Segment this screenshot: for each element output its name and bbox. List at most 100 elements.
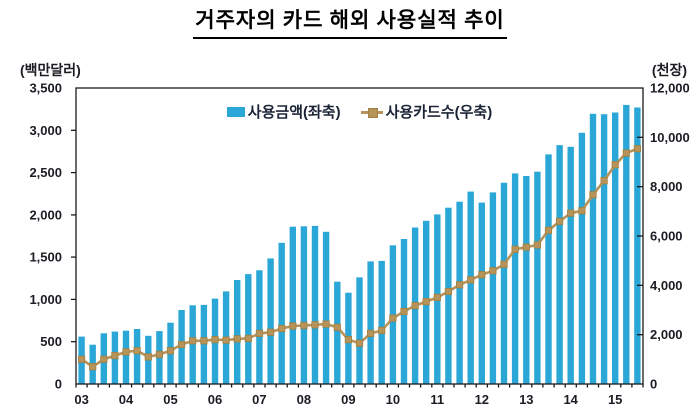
cards-marker-05Q4 (200, 337, 208, 345)
x-axis-year-label: 14 (563, 392, 578, 407)
cards-marker-05Q2 (177, 340, 186, 349)
cards-marker-13Q4 (556, 217, 564, 225)
cards-marker-13Q2 (533, 241, 542, 249)
cards-marker-14Q1 (567, 209, 575, 217)
x-axis-year-label: 13 (519, 392, 533, 407)
cards-marker-10Q4 (422, 297, 430, 306)
bar-04Q1 (122, 330, 130, 384)
chart-legend: 사용금액(좌축) 사용카드수(우축) (76, 101, 643, 122)
right-axis-label: 6,000 (650, 229, 683, 244)
bar-14Q1 (567, 146, 574, 384)
cards-marker-13Q3 (544, 226, 553, 234)
cards-marker-05Q3 (189, 337, 197, 345)
right-axis-label: 4,000 (650, 278, 683, 293)
right-axis-label: 10,000 (650, 130, 690, 145)
cards-marker-12Q1 (478, 271, 486, 279)
right-axis-label: 0 (650, 377, 657, 392)
cards-marker-05Q1 (166, 347, 175, 355)
cards-marker-09Q4 (378, 326, 386, 335)
chart-title-row: 거주자의 카드 해외 사용실적 추이 (0, 4, 700, 39)
right-axis-label: 2,000 (650, 327, 683, 342)
bar-15Q3 (634, 107, 641, 384)
right-axis-label: 8,000 (650, 179, 683, 194)
cards-marker-12Q2 (489, 267, 497, 275)
cards-marker-11Q3 (455, 281, 464, 289)
bar-13Q1 (523, 176, 530, 384)
axes-group (71, 87, 644, 388)
bar-11Q4 (467, 191, 474, 384)
cards-marker-04Q1 (122, 348, 130, 356)
cards-marker-06Q3 (233, 335, 241, 343)
left-axis-label: 500 (40, 334, 62, 349)
bar-06Q4 (245, 274, 252, 384)
bar-06Q3 (234, 280, 241, 384)
cards-marker-15Q1 (611, 161, 619, 169)
left-axis-unit-label: (백만달러) (20, 62, 81, 78)
left-axis-label: 3,500 (29, 81, 62, 96)
left-axis-label: 3,000 (29, 123, 62, 138)
legend-item-amount: 사용금액(좌축) (226, 101, 341, 122)
x-axis-year-label: 09 (341, 392, 355, 407)
right-axis-unit-label: (천장) (651, 62, 687, 78)
left-axis-label: 2,000 (29, 207, 62, 222)
bar-13Q3 (545, 154, 552, 384)
cards-marker-04Q2 (133, 347, 141, 355)
cards-marker-12Q3 (500, 260, 508, 269)
x-axis-year-label: 08 (297, 392, 311, 407)
cards-marker-14Q2 (578, 207, 586, 215)
cards-marker-03Q4 (111, 351, 119, 360)
cards-marker-15Q2 (622, 149, 630, 157)
x-axis-year-label: 03 (74, 392, 88, 407)
right-axis-label: 12,000 (650, 81, 690, 96)
bar-13Q2 (534, 171, 541, 384)
bar-15Q2 (623, 104, 630, 385)
cards-marker-09Q1 (344, 335, 353, 344)
line-series-swatch-icon (360, 107, 383, 118)
cards-marker-03Q2 (89, 363, 97, 371)
page-title: 거주자의 카드 해외 사용실적 추이 (193, 4, 507, 39)
cards-marker-10Q3 (411, 301, 419, 310)
x-axis-year-label: 05 (163, 392, 177, 407)
bar-07Q2 (267, 258, 274, 384)
cards-marker-07Q3 (278, 324, 286, 333)
cards-marker-11Q1 (433, 293, 441, 302)
legend-amount-label: 사용금액(좌축) (247, 104, 341, 121)
cards-marker-13Q1 (522, 243, 530, 251)
line-series-group (78, 145, 642, 371)
cards-marker-07Q2 (266, 328, 275, 336)
cards-marker-09Q3 (366, 329, 375, 338)
bar-09Q2 (356, 277, 363, 384)
left-axis-label: 2,500 (29, 165, 62, 180)
cards-marker-06Q2 (222, 336, 230, 344)
bar-08Q2 (311, 225, 319, 384)
bar-11Q2 (445, 207, 452, 384)
x-axis-year-label: 04 (119, 392, 134, 407)
cards-marker-07Q1 (255, 329, 264, 338)
bar-08Q3 (322, 231, 330, 384)
bar-07Q4 (289, 226, 296, 384)
cards-marker-03Q1 (78, 355, 86, 363)
cards-marker-08Q1 (300, 321, 308, 330)
legend-cards-label: 사용카드수(우축) (385, 104, 493, 121)
x-axis-year-label: 07 (252, 392, 266, 407)
bar-07Q3 (278, 242, 285, 384)
cards-marker-08Q4 (333, 323, 341, 331)
x-axis-year-label: 12 (475, 392, 489, 407)
bar-12Q1 (478, 202, 485, 384)
bar-08Q4 (334, 281, 341, 384)
cards-marker-14Q3 (589, 191, 597, 199)
left-axis-label: 0 (55, 377, 62, 392)
cards-marker-06Q1 (211, 335, 219, 344)
bar-09Q4 (378, 260, 385, 384)
cards-marker-04Q4 (155, 350, 163, 359)
cards-marker-11Q4 (467, 276, 475, 284)
cards-marker-15Q3 (633, 145, 642, 153)
bar-04Q2 (133, 329, 141, 384)
bar-05Q3 (189, 305, 196, 384)
x-axis-year-label: 15 (608, 392, 622, 407)
x-axis-year-label: 06 (208, 392, 222, 407)
cards-marker-04Q3 (144, 353, 152, 361)
bar-12Q3 (500, 182, 508, 384)
